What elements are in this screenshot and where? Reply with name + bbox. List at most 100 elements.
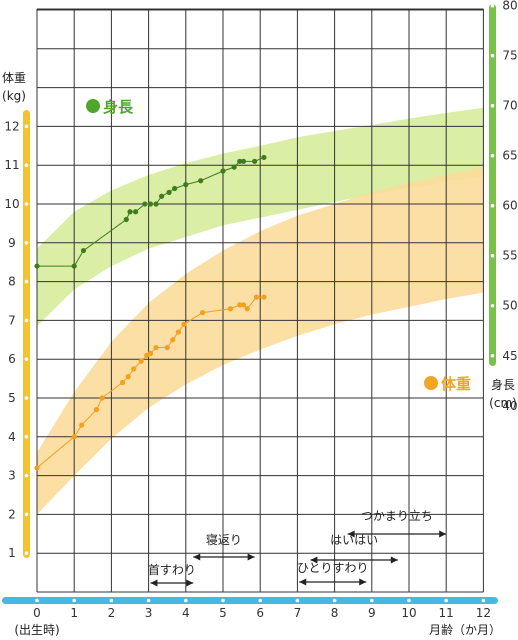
labels: 体重 (kg) 身長 (cm) (出生時) 月齢（か月） 身長 体重: [2, 71, 517, 637]
x-start-label: (出生時): [14, 623, 59, 637]
height-tick-label: 60: [502, 199, 517, 213]
weight-data-point: [71, 434, 77, 440]
month-axis-dot: [295, 598, 300, 603]
height-data-point: [183, 182, 189, 188]
weight-data-point: [199, 310, 206, 316]
weight-data-point: [34, 465, 40, 471]
month-axis-dot: [407, 598, 411, 603]
height-axis-dot: [490, 403, 495, 408]
month-axis-dot: [146, 598, 151, 603]
height-data-point: [159, 193, 165, 199]
height-data-point: [153, 201, 159, 207]
milestone-label: 首すわり: [148, 563, 196, 577]
weight-data-point: [147, 350, 154, 356]
height-axis-bar: [489, 4, 496, 366]
weight-data-point: [79, 422, 85, 428]
weight-data-point: [170, 337, 176, 343]
milestone-label: ひとりすわり: [297, 561, 369, 575]
milestone-arrowhead-left: [310, 556, 318, 564]
weight-tick-label: 11: [4, 158, 19, 172]
height-data-point: [198, 178, 204, 184]
weight-data-point: [237, 302, 243, 308]
weight-axis-dot: [24, 318, 29, 323]
weight-axis-bar: [23, 110, 30, 558]
weight-tick-label: 8: [8, 275, 16, 289]
weight-tick-label: 3: [8, 469, 16, 483]
milestone-label: はいはい: [330, 533, 378, 547]
height-tick-label: 75: [502, 49, 517, 63]
height-data-point: [261, 154, 267, 161]
weight-tick-label: 4: [8, 430, 16, 444]
month-tick-label: 10: [401, 606, 416, 620]
month-axis-bar: [2, 597, 498, 604]
height-data-point: [237, 158, 243, 164]
height-axis-dot: [490, 103, 495, 108]
month-axis-dot: [332, 598, 337, 603]
height-data-point: [166, 189, 172, 195]
weight-data-point: [99, 395, 105, 401]
weight-data-point: [261, 294, 267, 300]
height-axis-dot: [490, 353, 495, 358]
month-axis-dot: [109, 598, 114, 603]
weight-data-point: [125, 374, 131, 380]
month-axis-dot: [72, 598, 76, 603]
height-data-point: [132, 209, 139, 215]
month-tick-label: 9: [368, 606, 376, 620]
height-axis-dot: [490, 153, 495, 158]
weight-axis-dot: [24, 473, 29, 478]
weight-tick-label: 10: [4, 197, 19, 211]
left-axis-title: 体重: [2, 71, 26, 85]
legend-dot-height: [86, 99, 100, 113]
milestone-arrowhead-left: [299, 578, 307, 586]
height-tick-label: 65: [502, 149, 517, 163]
milestone-arrowhead-left: [193, 553, 201, 561]
month-axis-dot: [258, 598, 263, 603]
milestone-arrowhead-right: [390, 556, 398, 564]
month-axis-dot: [370, 598, 374, 603]
height-data-point: [240, 158, 247, 164]
x-axis-title: 月齢（か月）: [429, 622, 501, 637]
month-axis-dot: [481, 598, 486, 603]
month-axis-dot: [35, 598, 39, 603]
grid-lines: [36, 8, 484, 593]
height-tick-label: 50: [502, 299, 517, 313]
height-data-point: [34, 263, 40, 269]
weight-axis-dot: [24, 435, 29, 439]
weight-tick-label: 5: [8, 391, 16, 405]
height-tick-label: 55: [502, 249, 517, 263]
height-data-point: [231, 164, 237, 170]
milestone-arrowhead-right: [186, 579, 194, 587]
month-axis-dot: [184, 598, 188, 603]
weight-axis-dot: [24, 163, 29, 167]
milestone-arrowhead-right: [439, 530, 447, 538]
weight-data-point: [164, 344, 170, 351]
height-data-point: [172, 185, 178, 192]
month-tick-label: 1: [70, 606, 78, 620]
height-axis-dot: [490, 303, 495, 308]
month-tick-label: 4: [182, 606, 190, 620]
milestone-label: つかまり立ち: [361, 508, 433, 523]
month-axis-dot: [221, 598, 225, 603]
weight-tick-label: 12: [4, 119, 19, 133]
milestone-label: 寝返り: [206, 532, 242, 547]
height-tick-label: 70: [502, 99, 517, 113]
milestone-arrowhead-right: [359, 578, 367, 586]
height-axis-dot: [490, 53, 495, 58]
weight-data-point: [253, 294, 260, 300]
weight-axis-dot: [24, 124, 29, 129]
right-axis-title: 身長: [491, 377, 515, 392]
tick-labels: 1234567891011124045505560657075808501234…: [4, 0, 517, 620]
weight-axis-dot: [24, 357, 29, 362]
weight-data-point: [240, 302, 247, 308]
weight-data-point: [227, 306, 234, 312]
axis-bars: [2, 3, 498, 604]
weight-axis-dot: [24, 512, 29, 517]
month-tick-label: 2: [108, 606, 116, 620]
height-data-point: [252, 158, 258, 164]
weight-axis-dot: [24, 202, 29, 206]
weight-axis-dot: [24, 396, 29, 400]
data-series: [34, 154, 267, 471]
legend-label-weight: 体重: [441, 375, 471, 393]
height-axis-dot: [490, 253, 495, 258]
